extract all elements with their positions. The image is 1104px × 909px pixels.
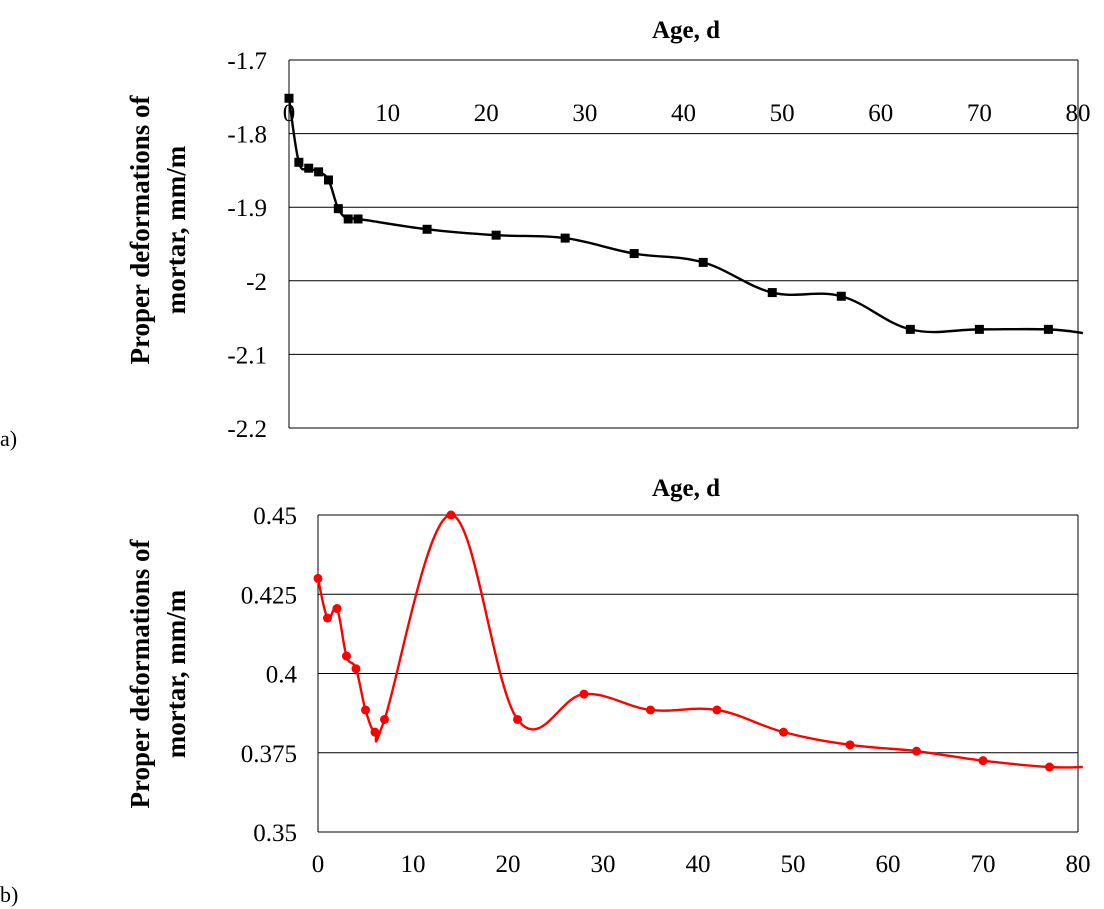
- data-point-marker: [845, 740, 855, 750]
- data-point-marker: [836, 291, 846, 301]
- data-point-marker: [767, 288, 777, 298]
- data-point-marker: [343, 214, 353, 224]
- data-point-marker: [294, 157, 304, 167]
- x-tick-label: 40: [686, 851, 711, 878]
- x-tick-label: 20: [496, 851, 521, 878]
- y-tick-label: -1.7: [227, 48, 267, 75]
- y-tick-label: 0.4: [266, 662, 298, 689]
- data-point-marker: [560, 233, 570, 243]
- chart-a-panel-label: a): [0, 426, 17, 451]
- chart-a: -1.7-1.8-1.9-2-2.1-2.20 10 20 30 40 50 60 70 80 …: [0, 17, 1091, 451]
- data-point-marker: [380, 714, 389, 724]
- data-point-marker: [323, 175, 333, 185]
- data-point-marker: [905, 324, 915, 334]
- data-point-marker: [304, 163, 314, 173]
- data-point-marker: [491, 230, 501, 240]
- data-point-marker: [646, 705, 655, 715]
- x-tick-label: 0: [312, 851, 325, 878]
- data-point-marker: [974, 324, 984, 334]
- data-point-marker: [422, 224, 432, 234]
- chart-b: 0.45 0.425 0.4 0.375 0.35 0 10 20 30 40 50 60 70 80 A…: [0, 475, 1091, 907]
- chart-a-ylabel-line-2: mortar, mm/m: [161, 145, 191, 314]
- data-point-marker: [353, 214, 363, 224]
- data-point-marker: [912, 746, 921, 756]
- x-tick-label: 70: [967, 100, 992, 127]
- x-tick-label: 70: [971, 851, 996, 878]
- y-tick-label: -1.8: [227, 122, 267, 149]
- chart-a-ylabel-line-1: Proper deformations of: [125, 95, 155, 365]
- chart-b-ylabel-line-2: mortar, mm/m: [161, 589, 191, 758]
- data-point-marker: [313, 573, 323, 583]
- chart-a-series: [284, 93, 1084, 335]
- data-point-marker: [284, 93, 294, 103]
- x-tick-label: 50: [781, 851, 806, 878]
- y-tick-label: 0.425: [241, 582, 297, 609]
- y-tick-label: 0.35: [253, 820, 297, 847]
- data-point-marker: [779, 727, 788, 737]
- chart-b-ylabel-line-1: Proper deformations of: [125, 539, 155, 809]
- x-tick-label: 40: [671, 100, 696, 127]
- x-tick-label: 10: [401, 851, 426, 878]
- x-tick-label: 10: [375, 100, 400, 127]
- data-point-marker: [342, 651, 351, 661]
- x-tick-label: 30: [591, 851, 616, 878]
- y-tick-label: -2: [246, 269, 267, 296]
- y-tick-label: -1.9: [227, 195, 267, 222]
- chart-a-tick-labels: -1.7-1.8-1.9-2-2.1-2.20 10 20 30 40 50 60 70 80: [227, 48, 1090, 443]
- chart-b-grid: [318, 514, 1078, 833]
- data-point-marker: [1043, 324, 1053, 334]
- x-tick-label: 60: [868, 100, 893, 127]
- data-point-marker: [361, 705, 370, 715]
- x-tick-label: 50: [770, 100, 795, 127]
- y-tick-label: -2.2: [227, 416, 267, 443]
- data-point-marker: [1045, 762, 1054, 772]
- data-point-marker: [513, 714, 522, 724]
- data-point-marker: [629, 249, 639, 259]
- data-point-marker: [351, 664, 361, 674]
- chart-a-title: Age, d: [652, 17, 720, 44]
- chart-a-plot-frame: [288, 60, 1079, 428]
- data-point-marker: [332, 604, 342, 614]
- y-tick-label: 0.45: [253, 503, 297, 530]
- data-point-marker: [978, 756, 988, 766]
- x-tick-label: 60: [876, 851, 901, 878]
- chart-b-panel-label: b): [0, 882, 18, 907]
- chart-b-plot-frame: [317, 515, 1079, 832]
- series-line: [316, 513, 1083, 769]
- x-tick-label: 80: [1066, 851, 1091, 878]
- chart-b-tick-labels: 0.45 0.425 0.4 0.375 0.35 0 10 20 30 40 50 60 70 80: [241, 503, 1091, 878]
- y-tick-label: -2.1: [227, 342, 267, 369]
- data-point-marker: [579, 689, 589, 699]
- chart-b-title: Age, d: [652, 475, 720, 502]
- chart-b-series: [313, 510, 1083, 772]
- y-tick-label: 0.375: [241, 741, 297, 768]
- x-tick-label: 80: [1066, 100, 1091, 127]
- data-point-marker: [323, 613, 332, 623]
- data-point-marker: [370, 727, 380, 737]
- x-tick-label: 30: [572, 100, 597, 127]
- data-point-marker: [698, 257, 708, 267]
- x-tick-label: 20: [474, 100, 499, 127]
- data-point-marker: [712, 705, 722, 715]
- data-point-marker: [333, 204, 343, 214]
- data-point-marker: [314, 167, 324, 177]
- data-point-marker: [446, 510, 456, 520]
- chart-a-grid: [289, 59, 1078, 429]
